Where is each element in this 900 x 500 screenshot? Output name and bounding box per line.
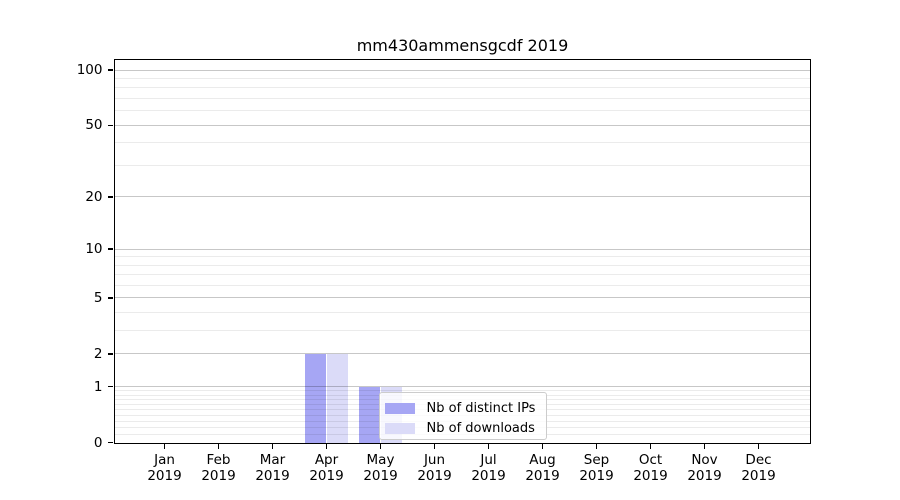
y-tick-label: 20 xyxy=(85,188,103,205)
x-tick xyxy=(703,444,706,449)
x-tick xyxy=(487,444,490,449)
y-tick-label: 5 xyxy=(93,289,103,306)
x-tick-label-month: Jun xyxy=(423,451,446,468)
y-tick-label: 1 xyxy=(93,378,103,395)
x-tick-label-month: Dec xyxy=(745,451,772,468)
bar-apr-distinct-ips xyxy=(304,353,327,443)
gridline-minor xyxy=(114,312,810,314)
y-tick xyxy=(108,248,113,250)
gridline-minor xyxy=(114,264,810,266)
x-tick xyxy=(433,444,436,449)
x-tick-label-month: May xyxy=(366,451,395,468)
x-tick-label: Sep 2019 xyxy=(579,452,613,484)
x-tick-label: Jan 2019 xyxy=(147,452,181,484)
y-tick-label: 10 xyxy=(85,241,103,258)
y-tick-label: 0 xyxy=(93,434,103,451)
x-tick-label: Dec 2019 xyxy=(741,452,775,484)
gridline-minor xyxy=(114,87,810,89)
x-tick xyxy=(757,444,760,449)
y-tick-label: 100 xyxy=(76,62,103,79)
gridline-minor xyxy=(114,98,810,100)
x-tick xyxy=(163,444,166,449)
x-tick-label-month: Apr xyxy=(314,451,339,468)
gridline-minor xyxy=(114,142,810,144)
legend-item-downloads: Nb of downloads xyxy=(384,420,546,437)
x-tick-label-year: 2019 xyxy=(417,467,452,484)
x-tick-label: Jun 2019 xyxy=(417,452,451,484)
gridline-major xyxy=(114,297,810,299)
gridline-minor xyxy=(114,110,810,112)
y-tick xyxy=(108,353,113,355)
x-tick-label: Nov 2019 xyxy=(687,452,721,484)
legend-item-distinct-ips: Nb of distinct IPs xyxy=(384,400,546,417)
x-tick-label-year: 2019 xyxy=(525,467,560,484)
gridline-major xyxy=(114,353,810,355)
y-tick xyxy=(108,385,113,388)
chart-title: mm430ammensgcdf 2019 xyxy=(356,36,569,55)
x-tick-label: Feb 2019 xyxy=(201,452,235,484)
gridline-minor xyxy=(114,390,810,392)
gridline-minor xyxy=(114,256,810,258)
x-tick-label-year: 2019 xyxy=(255,467,290,484)
x-tick xyxy=(271,444,274,449)
x-tick-label: Jul 2019 xyxy=(471,452,505,484)
x-tick-label-year: 2019 xyxy=(363,467,398,484)
gridline-major xyxy=(114,386,810,388)
x-tick-label-year: 2019 xyxy=(741,467,776,484)
gridline-major xyxy=(114,196,810,198)
plot-inner: 0 1 2 5 10 20 50 100 Jan 2019 Feb 2019 Mar 2019 Apr 201… xyxy=(77,60,810,484)
x-tick xyxy=(325,444,328,449)
gridline-minor xyxy=(114,284,810,286)
x-tick-label-month: Sep xyxy=(583,451,610,468)
y-tick xyxy=(108,124,113,127)
bar-may-distinct-ips xyxy=(358,386,381,443)
legend-label-distinct-ips: Nb of distinct IPs xyxy=(426,400,536,416)
gridline-minor xyxy=(114,164,810,166)
x-tick-label-year: 2019 xyxy=(147,467,182,484)
plot-area: 0 1 2 5 10 20 50 100 Jan 2019 Feb 2019 Mar 2019 Apr 201… xyxy=(77,58,811,484)
legend-swatch-downloads xyxy=(384,422,415,434)
legend-swatch-distinct-ips xyxy=(384,402,415,414)
x-tick-label: Apr 2019 xyxy=(309,452,343,484)
x-tick-label-year: 2019 xyxy=(309,467,344,484)
x-tick-label-year: 2019 xyxy=(687,467,722,484)
x-tick-label: Mar 2019 xyxy=(255,452,289,484)
x-tick-label-year: 2019 xyxy=(579,467,614,484)
x-tick xyxy=(217,444,220,449)
x-tick-label: Aug 2019 xyxy=(525,452,559,484)
y-tick xyxy=(108,69,113,71)
x-tick-label-month: Aug xyxy=(529,451,556,468)
y-tick-label: 50 xyxy=(85,117,103,134)
gridline-major xyxy=(114,124,810,126)
x-tick-label-year: 2019 xyxy=(201,467,236,484)
legend-label-downloads: Nb of downloads xyxy=(426,420,535,436)
x-tick xyxy=(379,444,382,449)
x-tick-label-year: 2019 xyxy=(471,467,506,484)
gridline-minor xyxy=(114,78,810,80)
y-tick-label: 2 xyxy=(93,345,103,362)
bar-apr-downloads xyxy=(326,353,349,443)
x-tick-label-year: 2019 xyxy=(633,467,668,484)
gridline-major xyxy=(114,248,810,250)
legend: Nb of distinct IPs Nb of downloads xyxy=(378,391,547,440)
x-tick-label-month: Jan xyxy=(154,451,175,468)
x-tick-label-month: Nov xyxy=(691,451,718,468)
x-tick xyxy=(649,444,652,449)
x-tick xyxy=(595,444,598,449)
gridline-major xyxy=(114,69,810,71)
x-tick xyxy=(541,444,544,449)
gridline-minor xyxy=(114,330,810,332)
x-tick-label: Oct 2019 xyxy=(633,452,667,484)
x-tick-label-month: Feb xyxy=(206,451,231,468)
x-tick-label-month: Jul xyxy=(480,451,497,468)
y-tick xyxy=(108,297,113,299)
x-tick-label-month: Mar xyxy=(259,451,286,468)
y-tick xyxy=(108,196,113,198)
gridline-minor xyxy=(114,274,810,276)
x-tick-label: May 2019 xyxy=(363,452,397,484)
y-tick xyxy=(108,441,113,444)
x-tick-label-month: Oct xyxy=(638,451,663,468)
